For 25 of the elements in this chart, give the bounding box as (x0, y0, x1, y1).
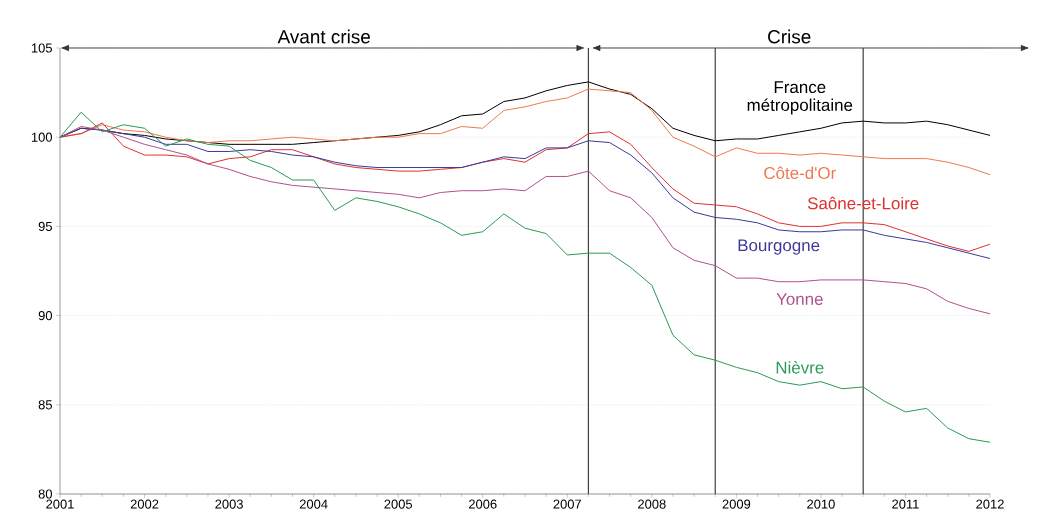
y-tick-label: 85 (38, 400, 52, 410)
y-tick-label: 100 (31, 132, 53, 142)
x-tick-label: 2003 (215, 499, 243, 509)
x-tick-label: 2009 (722, 499, 751, 509)
y-tick-label: 80 (38, 489, 53, 499)
x-tick-label: 2005 (384, 499, 413, 509)
series-label: Nièvre (776, 361, 824, 374)
x-tick-label: 2004 (299, 499, 328, 509)
y-tick-label: 95 (38, 221, 52, 231)
text: Crise (768, 29, 811, 44)
text: Avant crise (277, 29, 370, 44)
y-tick-label: 105 (31, 43, 52, 53)
series-label: France métropolitaine (747, 81, 853, 115)
x-tick-label: 2010 (807, 499, 835, 509)
x-tick-label: 2001 (46, 499, 74, 509)
y-tick-label: 90 (38, 311, 53, 321)
x-tick-label: 2012 (976, 499, 1004, 509)
series-label: Côte-d'Or (764, 166, 836, 180)
series-label: Bourgogne (738, 239, 820, 255)
x-tick-label: 2007 (553, 499, 582, 509)
x-tick-label: 2002 (130, 499, 159, 509)
x-tick-label: 2006 (468, 499, 497, 509)
x-tick-label: 2008 (638, 499, 666, 509)
series-label: Yonne (776, 293, 823, 306)
x-tick-label: 2011 (892, 499, 919, 509)
